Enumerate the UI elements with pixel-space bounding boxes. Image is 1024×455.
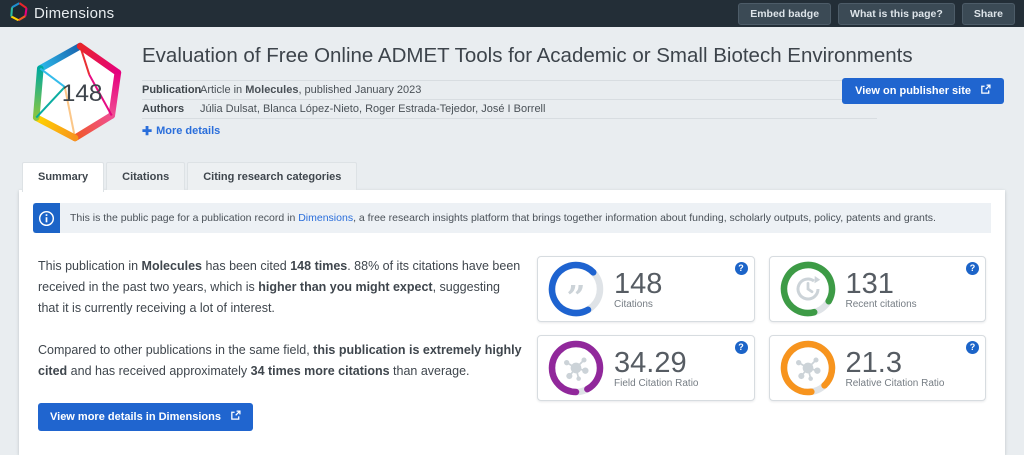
history-icon	[780, 261, 836, 317]
what-is-this-page-button[interactable]: What is this page?	[838, 2, 955, 25]
tab-citing-research-categories[interactable]: Citing research categories	[187, 162, 358, 190]
publication-details: Publication Article in Molecules, publis…	[142, 80, 877, 140]
external-link-icon	[230, 410, 241, 424]
help-icon[interactable]: ?	[966, 262, 979, 275]
tab-summary[interactable]: Summary	[22, 162, 105, 192]
authors-value: Júlia Dulsat, Blanca López-Nieto, Roger …	[200, 103, 546, 115]
publication-header: 148 Evaluation of Free Online ADMET Tool…	[0, 27, 1024, 147]
dimensions-logo-icon	[9, 1, 28, 26]
authors-label: Authors	[142, 103, 185, 115]
recent-citations-value: 131	[845, 267, 894, 300]
dimensions-badge: 148	[24, 40, 140, 147]
more-details-link[interactable]: ✚ More details	[142, 124, 221, 138]
help-icon[interactable]: ?	[966, 341, 979, 354]
badge-citation-count: 148	[62, 80, 103, 107]
share-button[interactable]: Share	[961, 2, 1015, 25]
recent-citations-label: Recent citations	[845, 298, 917, 310]
summary-paragraph-2: Compared to other publications in the sa…	[38, 343, 522, 378]
relative-citation-ratio-metric-card: 21.3 Relative Citation Ratio ?	[768, 335, 986, 401]
publication-label: Publication	[142, 84, 202, 96]
recent-citations-metric-card: 131 Recent citations ?	[768, 256, 986, 322]
summary-panel: This is the public page for a publicatio…	[19, 190, 1005, 455]
info-banner: This is the public page for a publicatio…	[33, 203, 991, 233]
authors-row: Authors Júlia Dulsat, Blanca López-Nieto…	[142, 99, 877, 119]
plus-icon: ✚	[142, 124, 153, 138]
external-link-icon	[980, 84, 991, 98]
help-icon[interactable]: ?	[734, 262, 748, 275]
field-citation-ratio-value: 34.29	[614, 346, 687, 379]
summary-paragraph-1: This publication in Molecules has been c…	[38, 259, 521, 315]
brand-title: Dimensions	[34, 5, 115, 22]
dimensions-brand-link[interactable]: Dimensions	[9, 1, 115, 26]
view-on-publisher-site-button[interactable]: View on publisher site	[842, 78, 1004, 104]
publication-value: Article in Molecules, published January …	[200, 84, 422, 96]
info-icon	[33, 203, 60, 233]
relative-citation-ratio-label: Relative Citation Ratio	[845, 377, 945, 389]
citations-value: 148	[614, 267, 663, 300]
network-icon	[548, 340, 604, 396]
summary-text: This publication in Molecules has been c…	[38, 256, 523, 431]
citations-label: Citations	[614, 298, 653, 310]
field-citation-ratio-metric-card: 34.29 Field Citation Ratio ?	[537, 335, 755, 401]
info-banner-text: This is the public page for a publicatio…	[70, 212, 936, 224]
citations-metric-card: ” 148 Citations ?	[537, 256, 755, 322]
top-navigation-bar: Dimensions Embed badge What is this page…	[0, 0, 1024, 27]
tab-citations[interactable]: Citations	[106, 162, 186, 190]
network-icon	[780, 340, 836, 396]
metrics-grid: ” 148 Citations ?	[537, 256, 986, 431]
relative-citation-ratio-value: 21.3	[845, 346, 902, 379]
embed-badge-button[interactable]: Embed badge	[738, 2, 832, 25]
quote-icon: ”	[566, 277, 586, 317]
view-more-details-button[interactable]: View more details in Dimensions	[38, 403, 253, 431]
tab-bar: Summary Citations Citing research catego…	[22, 162, 1024, 192]
field-citation-ratio-label: Field Citation Ratio	[614, 377, 699, 389]
page-title: Evaluation of Free Online ADMET Tools fo…	[142, 44, 913, 67]
help-icon[interactable]: ?	[734, 341, 748, 354]
publication-row: Publication Article in Molecules, publis…	[142, 80, 877, 99]
